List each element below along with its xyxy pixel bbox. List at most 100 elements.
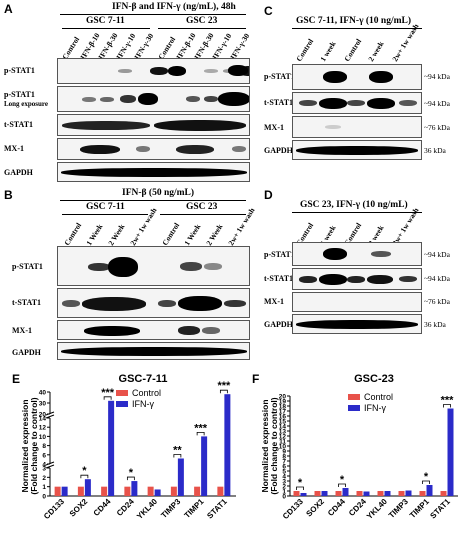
y-tick-label: 13 <box>279 429 287 436</box>
bar-ifn <box>300 493 307 496</box>
panel-d-row-label-mx1: MX-1 <box>264 297 284 306</box>
panel-c-mw-4: 36 kDa <box>424 146 446 155</box>
panel-a-long-exposure-label: Long exposure <box>4 100 49 108</box>
panel-b-row-label-mx1: MX-1 <box>12 326 32 335</box>
panel-b-row-label-pstat1: p-STAT1 <box>12 262 43 271</box>
x-tick-label: TIMP1 <box>408 497 431 520</box>
x-tick-label: TIMP3 <box>159 497 182 520</box>
bar-control <box>101 486 108 496</box>
y-tick-label: 18 <box>279 404 287 411</box>
y-tick-label: 1 <box>42 484 46 491</box>
panel-letter-e: E <box>12 372 21 386</box>
y-tick-label: 4 <box>282 474 286 481</box>
y-tick-label: 8 <box>282 454 286 461</box>
bar-control <box>314 491 321 496</box>
panel-c-mw-1: ~94 kDa <box>424 72 450 81</box>
panel-c-row-label-gapdh: GAPDH <box>264 146 293 155</box>
bar-ifn <box>108 400 115 496</box>
y-tick-label: 15 <box>279 419 287 426</box>
lane-label: Control <box>342 37 364 63</box>
bar-control <box>124 486 131 496</box>
bar-ifn <box>177 458 184 496</box>
chart-title: GSC-7-11 <box>119 373 168 385</box>
significance-bracket <box>296 486 304 490</box>
panel-d-row-label-pstat1: p-STAT1 <box>264 250 295 259</box>
panel-a-group-1: GSC 7-11 <box>86 16 125 26</box>
axis-break <box>45 414 55 419</box>
y-tick-label: 2 <box>282 484 286 491</box>
legend-swatch <box>116 401 128 407</box>
panel-b-group-1: GSC 7-11 <box>86 202 125 212</box>
panel-a-row-label-pstat1: p-STAT1 <box>4 66 35 75</box>
panel-d-mw-4: 36 kDa <box>424 320 446 329</box>
panel-d-title-line <box>292 212 422 213</box>
legend-swatch <box>116 390 128 396</box>
y-tick-label: 4 <box>42 462 46 469</box>
bar-ifn <box>363 491 370 496</box>
chart-gsc-7-11: GSC-7-11 Normalized expression (Fold chang… <box>20 373 236 521</box>
panel-b-group-1-line <box>62 214 148 215</box>
x-tick-label: YKL40 <box>135 497 159 521</box>
panel-c-row-label-tstat1: t-STAT1 <box>264 98 294 107</box>
axis-break <box>45 464 55 469</box>
panel-d-row-label-gapdh: GAPDH <box>264 320 293 329</box>
panel-d-mw-3: ~76 kDa <box>424 297 450 306</box>
x-tick-label: YKL40 <box>365 497 389 521</box>
blot-d-pstat1 <box>292 242 422 266</box>
y-tick-label: 10 <box>39 434 47 441</box>
panel-b-row-label-gapdh: GAPDH <box>12 348 41 357</box>
bar-ifn <box>131 481 138 496</box>
panel-b-row-label-tstat1: t-STAT1 <box>12 298 42 307</box>
bar-ifn <box>61 486 68 496</box>
lane-label: Control <box>160 221 182 247</box>
panel-b-title-line <box>60 200 246 201</box>
y-tick-label: 30 <box>39 401 47 408</box>
bar-ifn <box>84 479 91 496</box>
x-tick-label: CD44 <box>326 497 347 518</box>
panel-letter-b: B <box>4 188 13 202</box>
legend-label: IFN-γ <box>364 403 386 413</box>
y-tick-label: 14 <box>39 416 47 423</box>
significance-label: *** <box>101 387 115 399</box>
significance-bracket <box>219 389 228 394</box>
significance-bracket <box>196 432 205 436</box>
panel-c-row-label-mx1: MX-1 <box>264 123 284 132</box>
panel-a-group-1-line <box>62 28 150 29</box>
lane-label: 2w+ 1w wash <box>128 206 159 247</box>
panel-letter-a: A <box>4 2 13 16</box>
y-tick-label: 6 <box>282 464 286 471</box>
blot-d-tstat1 <box>292 268 422 290</box>
blot-b-tstat1 <box>57 288 250 318</box>
panel-d-mw-2: ~94 kDa <box>424 274 450 283</box>
panel-b-group-2: GSC 23 <box>186 202 218 212</box>
blot-a-mx1 <box>57 138 250 160</box>
chart-gsc-23: GSC-23 Normalized expression (Fold change … <box>260 373 458 521</box>
y-tick-label: 3 <box>42 466 46 473</box>
significance-label: * <box>129 467 134 479</box>
panel-a-title-line <box>60 14 246 15</box>
bar-ifn <box>426 485 433 496</box>
x-tick-label: SOX2 <box>304 497 326 519</box>
panel-letter-d: D <box>264 188 273 202</box>
bar-control <box>293 491 300 496</box>
blot-a-gapdh <box>57 162 250 182</box>
blot-a-tstat1 <box>57 114 250 136</box>
bar-control <box>77 486 84 496</box>
bar-ifn <box>321 491 328 496</box>
lane-label: 1 Week <box>182 222 203 247</box>
bar-control <box>170 486 177 496</box>
significance-label: ** <box>173 444 182 456</box>
significance-bracket <box>103 396 112 400</box>
bar-ifn <box>405 490 412 496</box>
x-tick-label: STAT1 <box>205 497 229 521</box>
y-tick-label: 2 <box>42 475 46 482</box>
panel-c-row-label-pstat1: p-STAT1 <box>264 72 295 81</box>
lane-label: 2 Week <box>204 222 225 247</box>
significance-label: *** <box>194 422 208 434</box>
bar-ifn <box>224 394 231 496</box>
y-tick-label: 12 <box>279 434 287 441</box>
y-tick-label: 10 <box>279 444 287 451</box>
legend-swatch <box>348 405 360 411</box>
y-tick-label: 3 <box>282 479 286 486</box>
